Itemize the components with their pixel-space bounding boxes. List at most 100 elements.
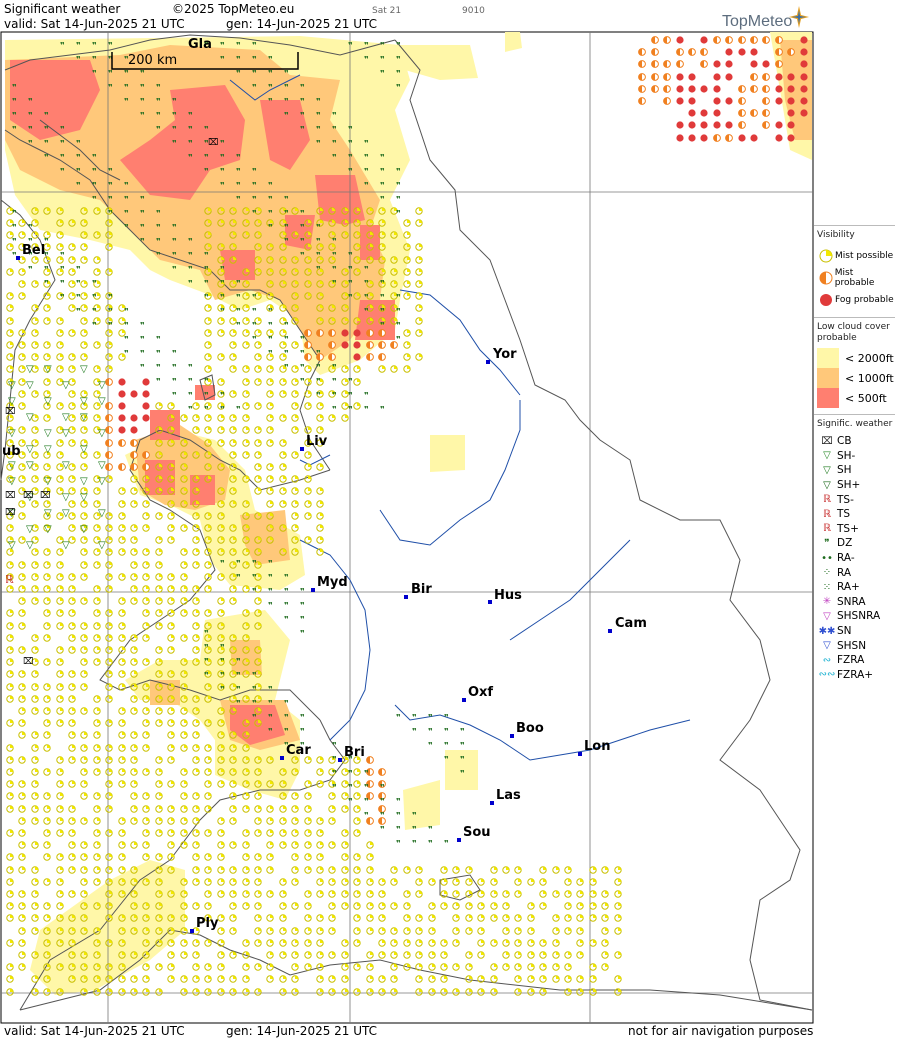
drizzle-icon: ❞ [364,307,369,316]
mist-possible-icon [229,243,237,251]
drizzle-icon: ❞ [268,587,273,596]
fog-probable-icon [118,426,126,434]
mist-possible-icon [6,439,14,447]
mist-possible-icon [167,512,175,520]
mist-possible-icon [6,536,14,544]
drizzle-icon: ❞ [380,797,385,806]
mist-possible-icon [204,524,212,532]
mist-possible-icon [304,451,312,459]
drizzle-icon: ❞ [156,97,161,106]
mist-probable-icon [688,48,696,56]
drizzle-icon: ❞ [60,125,65,134]
mist-possible-icon [56,268,64,276]
fog-probable-icon [341,341,349,349]
shower-icon: ▽ [26,540,34,551]
mist-possible-icon [80,256,88,264]
cb-icon: ⌧ [821,435,833,447]
mist-possible-icon [217,219,225,227]
drizzle-icon: ❞ [252,685,257,694]
mist-possible-icon [18,451,26,459]
drizzle-icon: ❞ [268,349,273,358]
mist-possible-icon [229,207,237,215]
fog-probable-icon [676,36,684,44]
mist-possible-icon [68,219,76,227]
mist-possible-icon [18,487,26,495]
mist-possible-icon [304,231,312,239]
mist-possible-icon [229,573,237,581]
mist-possible-icon [105,524,113,532]
dz-icon: ❞ [824,537,830,549]
mist-possible-icon [68,390,76,398]
drizzle-icon: ❞ [140,237,145,246]
legend-weather-list: ⌧ CB ▽ SH- ▽ SH ▽ SH+ ℝ TS- ℝ TS ℝ TS+ ❞ DZ •• RA- ⁘ RA ⁙ RA+… [817,434,895,682]
mist-possible-icon [229,585,237,593]
legend-weather-item: ∾∾ FZRA+ [817,668,895,683]
mist-possible-icon [56,243,64,251]
shower-icon: ▽ [62,508,70,519]
mist-possible-icon [304,243,312,251]
mist-possible-icon [43,573,51,581]
river-thames [394,704,691,761]
mist-possible-icon [291,512,299,520]
mist-possible-icon [204,548,212,556]
fog-probable-icon [800,36,808,44]
mist-possible-icon [56,402,64,410]
drizzle-icon: ❞ [188,279,193,288]
drizzle-icon: ❞ [220,181,225,190]
mist-possible-icon [229,256,237,264]
mist-possible-icon [68,500,76,508]
city-marker [16,256,20,260]
mist-possible-icon [68,280,76,288]
mist-possible-icon [80,207,88,215]
drizzle-icon: ❞ [268,181,273,190]
mist-possible-icon [93,268,101,276]
drizzle-icon: ❞ [284,727,289,736]
drizzle-icon: ❞ [236,671,241,680]
mist-possible-icon [403,341,411,349]
mist-possible-icon [18,573,26,581]
mist-possible-icon [43,658,51,666]
drizzle-icon: ❞ [252,587,257,596]
drizzle-icon: ❞ [300,83,305,92]
mist-possible-icon [353,243,361,251]
mist-possible-icon [6,353,14,361]
drizzle-icon: ❞ [444,755,449,764]
mist-possible-icon [192,561,200,569]
mist-possible-icon [217,597,225,605]
mist-possible-icon [118,536,126,544]
mist-possible-icon [378,304,386,312]
mist-possible-icon [204,451,212,459]
drizzle-icon: ❞ [300,209,305,218]
shower-icon: ▽ [62,428,70,439]
mist-possible-icon [291,414,299,422]
legend-weather-title: Signific. weather [817,419,893,429]
mist-possible-icon [266,536,274,544]
mist-possible-icon [204,634,212,642]
mist-possible-icon [142,475,150,483]
fog-probable-icon [130,426,138,434]
brand-logo-text[interactable]: TopMeteo [722,13,793,30]
mist-possible-icon [155,426,163,434]
mist-probable-icon [638,48,646,56]
drizzle-icon: ❞ [268,83,273,92]
mist-possible-icon [279,365,287,373]
fog-probable-icon [750,134,758,142]
drizzle-icon: ❞ [284,587,289,596]
drizzle-icon: ❞ [460,755,465,764]
ra--icon: ⁙ [822,581,832,593]
mist-probable-icon [316,329,324,337]
city-marker [608,629,612,633]
mist-possible-icon [31,426,39,434]
mist-possible-icon [204,365,212,373]
mist-possible-icon [56,207,64,215]
fog-probable-icon [800,97,808,105]
mist-possible-icon [217,329,225,337]
mist-possible-icon [415,292,423,300]
mist-possible-icon [390,304,398,312]
mist-possible-icon [18,341,26,349]
legend-weather-item: ▽ SH [817,463,895,478]
mist-possible-icon [80,597,88,605]
mist-possible-icon [415,353,423,361]
mist-possible-icon [18,622,26,630]
mist-possible-icon [353,317,361,325]
